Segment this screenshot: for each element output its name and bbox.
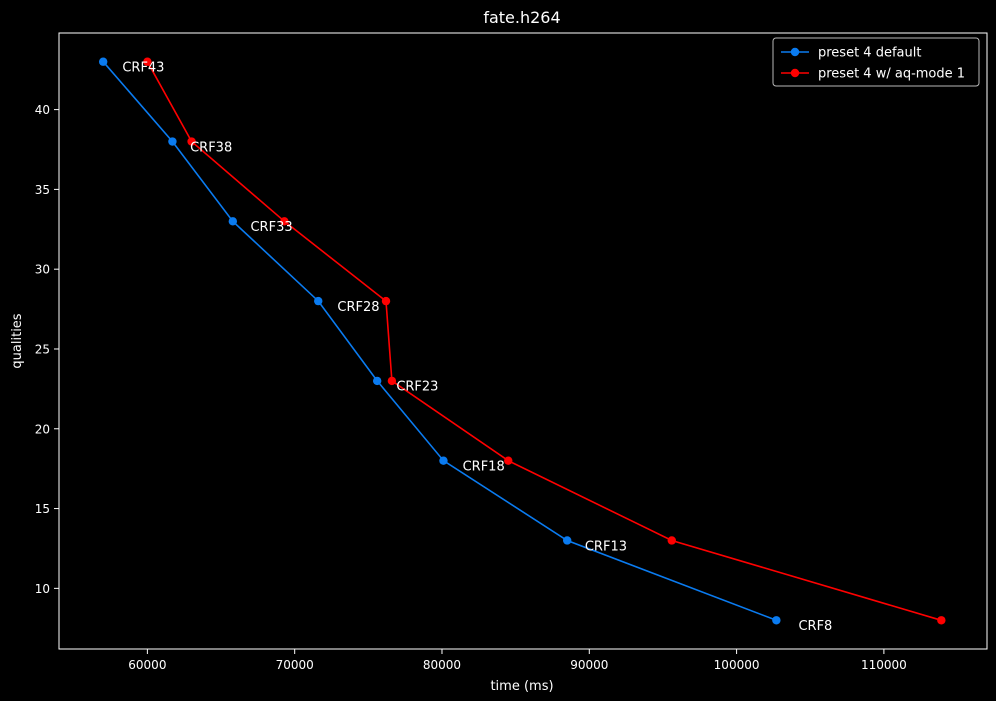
data-point — [772, 616, 781, 625]
data-point — [314, 296, 323, 306]
x-tick-label: 110000 — [861, 658, 907, 672]
x-axis-label: time (ms) — [490, 679, 553, 694]
y-tick-label: 35 — [35, 183, 50, 197]
data-point — [562, 536, 572, 545]
x-tick-label: 100000 — [714, 658, 760, 672]
legend-swatch-marker — [790, 47, 800, 57]
data-point — [143, 57, 152, 66]
y-axis-label: qualities — [10, 313, 25, 368]
point-annotation: CRF18 — [463, 459, 505, 474]
plot-area: CRF43 CRF38 CRF33 CRF28 CRF23 CRF18 CRF13 CRF8 — [98, 57, 946, 634]
x-tick-label: 80000 — [423, 658, 461, 672]
data-point — [187, 137, 196, 146]
legend-swatch-marker — [790, 68, 800, 78]
point-annotation: CRF28 — [337, 300, 379, 315]
data-point — [381, 296, 391, 306]
point-annotation: CRF8 — [798, 619, 832, 634]
plot-frame — [58, 32, 988, 650]
legend-entry: preset 4 w/ aq-mode 1 — [818, 67, 965, 82]
x-tick-label: 90000 — [570, 658, 608, 672]
data-point — [387, 376, 397, 386]
x-tick-label: 60000 — [128, 658, 166, 672]
point-annotation: CRF13 — [585, 539, 627, 554]
legend-box — [772, 37, 980, 87]
y-tick-label: 15 — [35, 502, 50, 516]
y-tick-label: 20 — [35, 422, 50, 436]
data-point — [98, 57, 108, 66]
series-line-1 — [146, 61, 942, 622]
axes: 60000 70000 80000 90000 100000 110000 10 15 20 25… — [35, 32, 988, 672]
series-line-0 — [102, 61, 777, 622]
y-tick-label: 25 — [35, 342, 50, 356]
legend-entry: preset 4 default — [818, 46, 921, 61]
data-point — [168, 137, 177, 146]
data-point — [937, 616, 946, 625]
legend: preset 4 default preset 4 w/ aq-mode 1 — [772, 37, 980, 87]
x-tick-label: 70000 — [276, 658, 314, 672]
data-point — [667, 536, 676, 545]
y-tick-label: 10 — [35, 582, 50, 596]
point-annotation: CRF38 — [190, 140, 232, 155]
data-point — [439, 456, 448, 465]
data-point — [280, 217, 289, 226]
point-annotation: CRF43 — [122, 61, 164, 76]
chart-title: fate.h264 — [483, 8, 560, 27]
point-annotation: CRF23 — [396, 380, 438, 395]
data-point — [372, 376, 382, 386]
data-point — [228, 217, 238, 226]
data-point — [504, 456, 513, 465]
y-tick-label: 40 — [35, 103, 50, 117]
y-tick-label: 30 — [35, 263, 50, 277]
point-annotation: CRF33 — [250, 220, 292, 235]
